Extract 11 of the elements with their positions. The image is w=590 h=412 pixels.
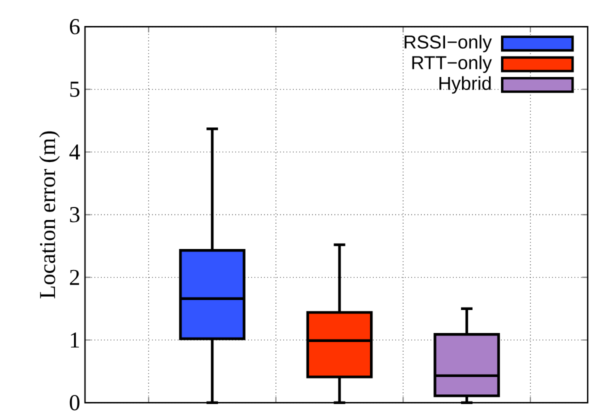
legend-label: RTT−only — [412, 56, 492, 73]
y-tick-label: 4 — [69, 144, 80, 160]
legend-label: Hybrid — [439, 76, 491, 94]
y-tick-label: 2 — [70, 270, 80, 285]
y-tick-label: 3 — [70, 207, 80, 222]
y-tick-label: 1 — [70, 332, 79, 348]
y-tick-label: 5 — [70, 82, 80, 97]
y-tick-label: 0 — [70, 395, 80, 410]
y-tick-label: 6 — [70, 19, 80, 34]
legend-label: RSSI−only — [404, 34, 492, 52]
y-axis-title: Location error (m) — [39, 131, 60, 298]
